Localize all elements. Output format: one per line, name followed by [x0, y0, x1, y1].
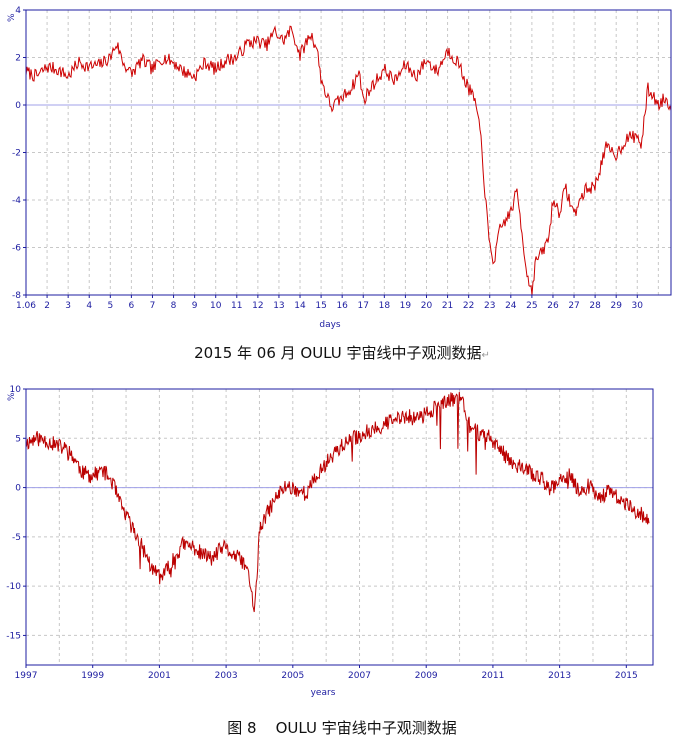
x-tick-label: 19 [400, 301, 412, 311]
y-tick-label: 0 [15, 484, 21, 494]
x-tick-label: 21 [442, 301, 453, 311]
x-tick-label: 1.06 [16, 301, 36, 311]
x-axis-label: years [311, 688, 336, 698]
y-ticks: -15 -10 -5 0 5 10 [6, 385, 26, 641]
figure-caption-2: 图 8 OULU 宇宙线中子观测数据 [0, 717, 684, 738]
x-tick-label: 12 [252, 301, 263, 311]
x-ticks: 1.06 2 3 4 5 6 7 8 9 10 11 12 13 14 15 16 17 18 19 20 21 22 23… [16, 295, 643, 311]
x-tick-label: 8 [171, 301, 177, 311]
grid [25, 388, 653, 665]
caption-text: 图 8 OULU 宇宙线中子观测数据 [227, 719, 457, 737]
y-tick-label: -5 [12, 533, 21, 543]
chart-oulu-1997-2015: -15 -10 -5 0 5 10 1997 1999 2001 2003 2005 2007 200… [6, 385, 654, 698]
x-tick-label: 3 [65, 301, 71, 311]
x-tick-label: 10 [210, 301, 222, 311]
x-ticks: 1997 1999 2001 2003 2005 2007 2009 2011 2013 2015 [15, 665, 638, 681]
x-tick-label: 14 [294, 301, 306, 311]
y-tick-label: 10 [10, 385, 22, 395]
x-tick-label: 2009 [415, 671, 438, 681]
x-tick-label: 1999 [81, 671, 104, 681]
y-tick-label: 2 [15, 54, 21, 64]
x-tick-label: 23 [484, 301, 495, 311]
x-tick-label: 17 [358, 301, 369, 311]
x-tick-label: 4 [86, 301, 92, 311]
series-line [25, 25, 672, 296]
x-tick-label: 11 [231, 301, 242, 311]
x-tick-label: 2013 [548, 671, 571, 681]
x-tick-label: 15 [315, 301, 326, 311]
x-tick-label: 22 [463, 301, 474, 311]
caption-text: 2015 年 06 月 OULU 宇宙线中子观测数据 [194, 344, 482, 362]
x-tick-label: 1997 [15, 671, 38, 681]
y-axis-label: % [7, 13, 17, 22]
grid [25, 9, 671, 296]
series-line [25, 391, 650, 613]
y-tick-label: 0 [15, 101, 21, 111]
x-tick-label: 2011 [481, 671, 504, 681]
x-tick-label: 2001 [148, 671, 171, 681]
y-tick-label: -10 [6, 582, 21, 592]
x-tick-label: 25 [526, 301, 537, 311]
x-tick-label: 2003 [215, 671, 238, 681]
y-axis-label: % [7, 392, 17, 401]
y-tick-label: -6 [12, 244, 21, 254]
y-tick-label: -15 [6, 631, 21, 641]
x-tick-label: 2007 [348, 671, 371, 681]
x-tick-label: 26 [547, 301, 559, 311]
x-axis-label: days [319, 320, 341, 330]
x-tick-label: 6 [129, 301, 135, 311]
y-tick-label: -2 [12, 149, 21, 159]
x-tick-label: 16 [336, 301, 348, 311]
y-tick-label: 4 [15, 6, 21, 16]
x-tick-label: 7 [150, 301, 156, 311]
x-tick-label: 18 [379, 301, 391, 311]
figure-caption-1: 2015 年 06 月 OULU 宇宙线中子观测数据↵ [0, 342, 684, 363]
x-tick-label: 28 [589, 301, 601, 311]
y-ticks: -8 -6 -4 -2 0 2 4 [12, 6, 26, 301]
x-tick-label: 27 [568, 301, 579, 311]
x-tick-label: 2015 [615, 671, 638, 681]
y-tick-label: 5 [15, 434, 21, 444]
x-tick-label: 29 [610, 301, 622, 311]
x-tick-label: 2005 [281, 671, 304, 681]
plot-frame [25, 388, 654, 666]
y-tick-label: -8 [12, 291, 21, 301]
x-tick-label: 13 [273, 301, 284, 311]
x-tick-label: 2 [44, 301, 50, 311]
x-tick-label: 20 [421, 301, 433, 311]
return-mark: ↵ [481, 350, 490, 361]
y-tick-label: -4 [12, 196, 21, 206]
x-tick-label: 24 [505, 301, 517, 311]
x-tick-label: 30 [632, 301, 644, 311]
x-tick-label: 9 [192, 301, 198, 311]
x-tick-label: 5 [107, 301, 113, 311]
